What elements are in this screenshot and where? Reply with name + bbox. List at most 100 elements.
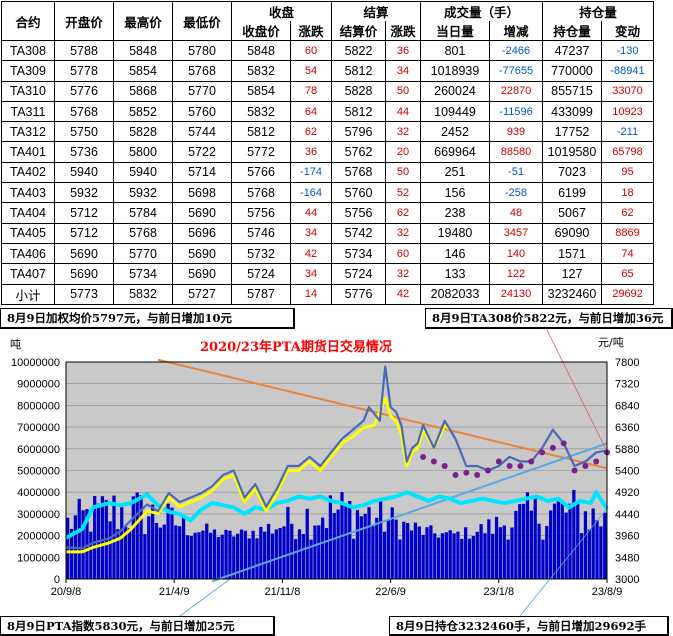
x-tick-label: 22/6/9 <box>375 586 406 598</box>
cell-low: 5744 <box>172 121 232 143</box>
volume-bar <box>201 530 205 579</box>
volume-bar <box>243 530 248 579</box>
volume-bar <box>502 525 506 579</box>
cell-oi: 5067 <box>542 202 602 224</box>
volume-bar <box>429 525 433 579</box>
cell-oi-chg: 62 <box>601 202 654 224</box>
volume-bar <box>247 538 251 579</box>
volume-bar <box>556 501 561 579</box>
volume-bar <box>479 524 483 579</box>
cell-low: 5696 <box>172 222 232 244</box>
volume-bar <box>154 522 159 579</box>
volume-bar <box>158 527 163 579</box>
cell-low: 5770 <box>172 80 232 102</box>
volume-bar <box>413 522 418 579</box>
cell-high: 5868 <box>113 80 173 102</box>
left-tick-label: 8000000 <box>17 400 60 412</box>
cell-oi: 433099 <box>542 100 602 123</box>
cell-high: 5768 <box>113 222 173 244</box>
index-price-line <box>65 365 608 550</box>
right-tick-label: 6840 <box>615 400 639 412</box>
table-row: TA401 5736 5800 5722 5772 36 5762 20 669964 88580… <box>1 141 654 163</box>
contract-price-dot <box>452 472 459 479</box>
volume-bar <box>564 512 568 579</box>
cell-open: 5768 <box>54 100 114 123</box>
cell-oi: 17752 <box>542 121 602 143</box>
cell-settle-chg: 44 <box>385 100 421 123</box>
cell-open: 5750 <box>54 121 114 143</box>
volume-bar <box>537 523 541 579</box>
cell-open: 5712 <box>54 202 114 224</box>
volume-bar <box>301 534 305 579</box>
cell-open: 5778 <box>54 60 114 82</box>
volume-bar <box>394 519 398 579</box>
cell-oi-chg: 18 <box>601 182 654 204</box>
volume-bar <box>282 526 286 579</box>
quote-table-body: TA308 5788 5848 5780 5848 60 5822 36 801 -2466 472… <box>1 39 654 305</box>
cell-settle: 5768 <box>331 161 386 184</box>
volume-bar <box>417 526 421 579</box>
cell-close-chg: 44 <box>290 202 332 224</box>
volume-bar <box>270 533 275 579</box>
volume-bar <box>232 536 236 579</box>
cell-vol: 109449 <box>420 100 490 123</box>
cell-oi-chg: -130 <box>601 39 654 62</box>
cell-high: 5832 <box>113 283 173 305</box>
header-volume-change: 增减 <box>489 21 543 41</box>
cell-contract: TA404 <box>1 202 55 224</box>
cell-contract: TA311 <box>1 100 55 123</box>
cell-close: 5766 <box>231 161 291 184</box>
cell-open: 5712 <box>54 222 114 244</box>
cell-close: 5746 <box>231 222 291 244</box>
volume-bar <box>452 533 456 579</box>
cell-vol-chg: 939 <box>489 121 543 143</box>
cell-contract: TA406 <box>1 242 55 265</box>
header-close-change: 涨跌 <box>290 21 332 41</box>
cell-high: 5932 <box>113 182 173 204</box>
cell-close: 5787 <box>231 283 291 305</box>
cell-oi-chg: -211 <box>601 121 654 143</box>
header-close-group: 收盘 <box>231 1 332 21</box>
cell-close-chg: 60 <box>290 39 332 62</box>
volume-bar <box>162 524 166 579</box>
volume-bar <box>398 539 402 579</box>
cell-high: 5784 <box>113 202 173 224</box>
cell-close-chg: 54 <box>290 60 332 82</box>
volume-bar <box>239 529 244 579</box>
table-row: TA404 5712 5784 5690 5756 44 5756 62 238 48 5067 62 <box>1 202 654 224</box>
volume-bar <box>521 503 526 579</box>
cell-vol-chg: 3457 <box>489 222 543 244</box>
cell-oi-chg: 95 <box>601 161 654 184</box>
cell-low: 5722 <box>172 141 232 163</box>
right-tick-label: 7800 <box>615 357 639 369</box>
plot-border <box>65 361 608 580</box>
contract-price-dot <box>506 462 513 469</box>
cell-vol: 260024 <box>420 80 490 102</box>
header-contract: 合约 <box>1 1 55 41</box>
volume-bar <box>560 502 564 579</box>
contract-price-dot <box>441 462 448 469</box>
cell-vol: 133 <box>420 263 490 285</box>
caption-ta308-price: 8月9日TA308价5822元，与前日增加36元 <box>425 308 673 329</box>
volume-bar <box>336 509 340 579</box>
cell-settle: 5724 <box>331 263 386 285</box>
volume-bar <box>402 521 406 579</box>
chart-title: 2020/23年PTA期货日交易情况 <box>200 339 392 355</box>
contract-price-dot <box>474 472 481 479</box>
volume-bar <box>293 539 298 579</box>
cell-settle-chg: 62 <box>385 202 421 224</box>
volume-bar <box>224 529 228 579</box>
cell-open: 5690 <box>54 242 114 265</box>
cell-close-chg: 64 <box>290 100 332 123</box>
cell-close: 5768 <box>231 182 291 204</box>
table-row: TA406 5690 5770 5690 5732 42 5734 60 146 140 1571 7… <box>1 242 654 265</box>
cell-close: 5832 <box>231 60 291 82</box>
volume-bar <box>139 495 143 579</box>
volume-bar <box>568 503 572 579</box>
cell-low: 5760 <box>172 100 232 123</box>
header-oi-value: 持仓量 <box>542 21 602 41</box>
cell-high: 5828 <box>113 121 173 143</box>
volume-bar <box>205 523 209 579</box>
left-tick-label: 9000000 <box>17 379 60 391</box>
volume-bar <box>390 507 394 579</box>
